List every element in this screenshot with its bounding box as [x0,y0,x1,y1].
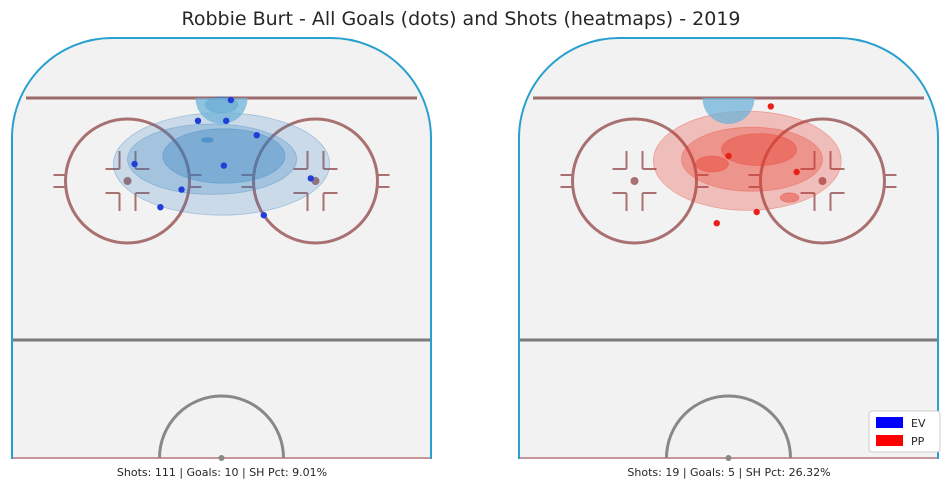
ice-surface [519,38,938,459]
goal-dot [227,96,235,104]
rink-boards [11,37,432,459]
center-dot [218,455,225,461]
goal-dot [220,162,228,169]
left-faceoff-circle [64,117,191,245]
legend-swatch-pp [876,435,903,446]
chart-title: Robbie Burt - All Goals (dots) and Shots… [181,8,740,30]
goal-crease [702,98,755,124]
goal-dot [131,160,138,168]
legend-label-ev: EV [911,417,926,430]
left-faceoff-circle [571,117,698,245]
shot-heat-region [681,126,823,192]
center-circle [158,394,285,459]
ice-surface [12,38,431,459]
goal-dot [793,168,800,176]
legend-label-pp: PP [911,435,925,448]
goal-dot [157,204,164,211]
faceoff-dot [818,177,827,185]
goal-dot [307,175,314,182]
goal-dot [753,208,760,216]
ev-rink-panel [11,37,432,461]
faceoff-dot [123,177,132,185]
goal-crease [195,98,248,124]
goal-dot [260,212,267,219]
ev-stats-caption: Shots: 111 | Goals: 10 | SH Pct: 9.01% [117,466,327,479]
legend: EV PP [868,410,941,453]
goal-dot [725,152,732,160]
shot-heat-region [162,128,286,184]
faceoff-dot [630,177,639,185]
rink-boards [518,37,939,459]
shot-heat-region [721,133,798,167]
shot-heat-region [201,137,214,143]
shot-heat-region [127,123,298,195]
shot-heat-region [779,192,800,203]
goal-dot [767,103,774,110]
shot-heat-region [695,155,729,173]
goal-dot [178,186,185,193]
legend-swatch-ev [876,417,903,428]
pp-stats-caption: Shots: 19 | Goals: 5 | SH Pct: 26.32% [627,466,830,479]
goal-dot [253,132,260,139]
right-faceoff-circle [252,117,379,245]
goal-dot [223,117,230,125]
center-dot [725,455,732,461]
goal-dot [713,220,720,227]
right-faceoff-circle [759,117,886,245]
pp-rink-panel [518,37,939,461]
goal-dot [194,117,202,125]
center-circle [665,394,792,459]
